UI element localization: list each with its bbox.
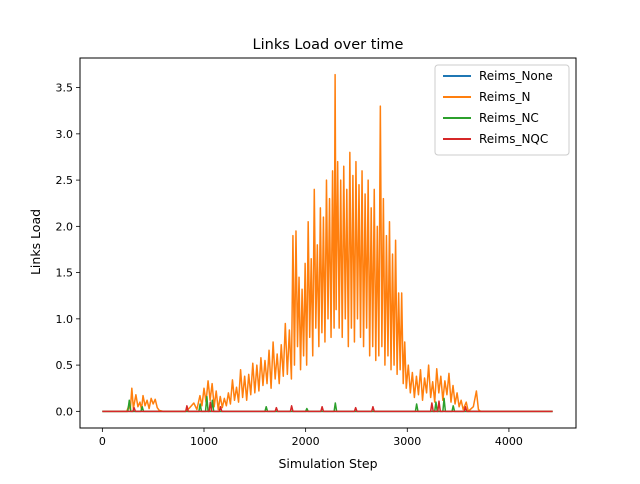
axis-layer: 0 1000 2000 3000 4000 0.0 0.5 1.0 1.5 2.0 2.5 3.0 3.… <box>56 82 523 448</box>
legend-label-reims-n: Reims_N <box>479 90 530 104</box>
x-tick-label: 1000 <box>190 435 218 448</box>
y-tick-label: 0.0 <box>56 405 74 418</box>
x-tick-label: 3000 <box>393 435 421 448</box>
x-tick-label: 0 <box>99 435 106 448</box>
y-tick-label: 3.0 <box>56 128 74 141</box>
x-tick-label: 4000 <box>495 435 523 448</box>
chart-title: Links Load over time <box>253 37 404 53</box>
series-line-reims-n <box>102 73 553 413</box>
series-layer <box>102 73 553 413</box>
y-axis-label: Links Load <box>28 209 43 275</box>
legend-box <box>434 64 570 156</box>
series-line-reims-nqc <box>102 400 553 413</box>
plot-frame <box>79 57 577 429</box>
legend-label-reims-nqc: Reims_NQC <box>479 132 548 146</box>
y-tick-label: 2.0 <box>56 220 74 233</box>
legend: Reims_None Reims_N Reims_NC Reims_NQC <box>434 64 570 156</box>
y-tick-label: 2.5 <box>56 174 74 187</box>
x-tick-label: 2000 <box>292 435 320 448</box>
y-tick-label: 0.5 <box>56 359 74 372</box>
y-tick-label: 1.5 <box>56 267 74 280</box>
legend-label-reims-none: Reims_None <box>479 69 553 83</box>
y-tick-label: 1.0 <box>56 313 74 326</box>
x-axis-label: Simulation Step <box>278 456 377 471</box>
legend-label-reims-nc: Reims_NC <box>479 111 539 125</box>
y-tick-label: 3.5 <box>56 82 74 95</box>
